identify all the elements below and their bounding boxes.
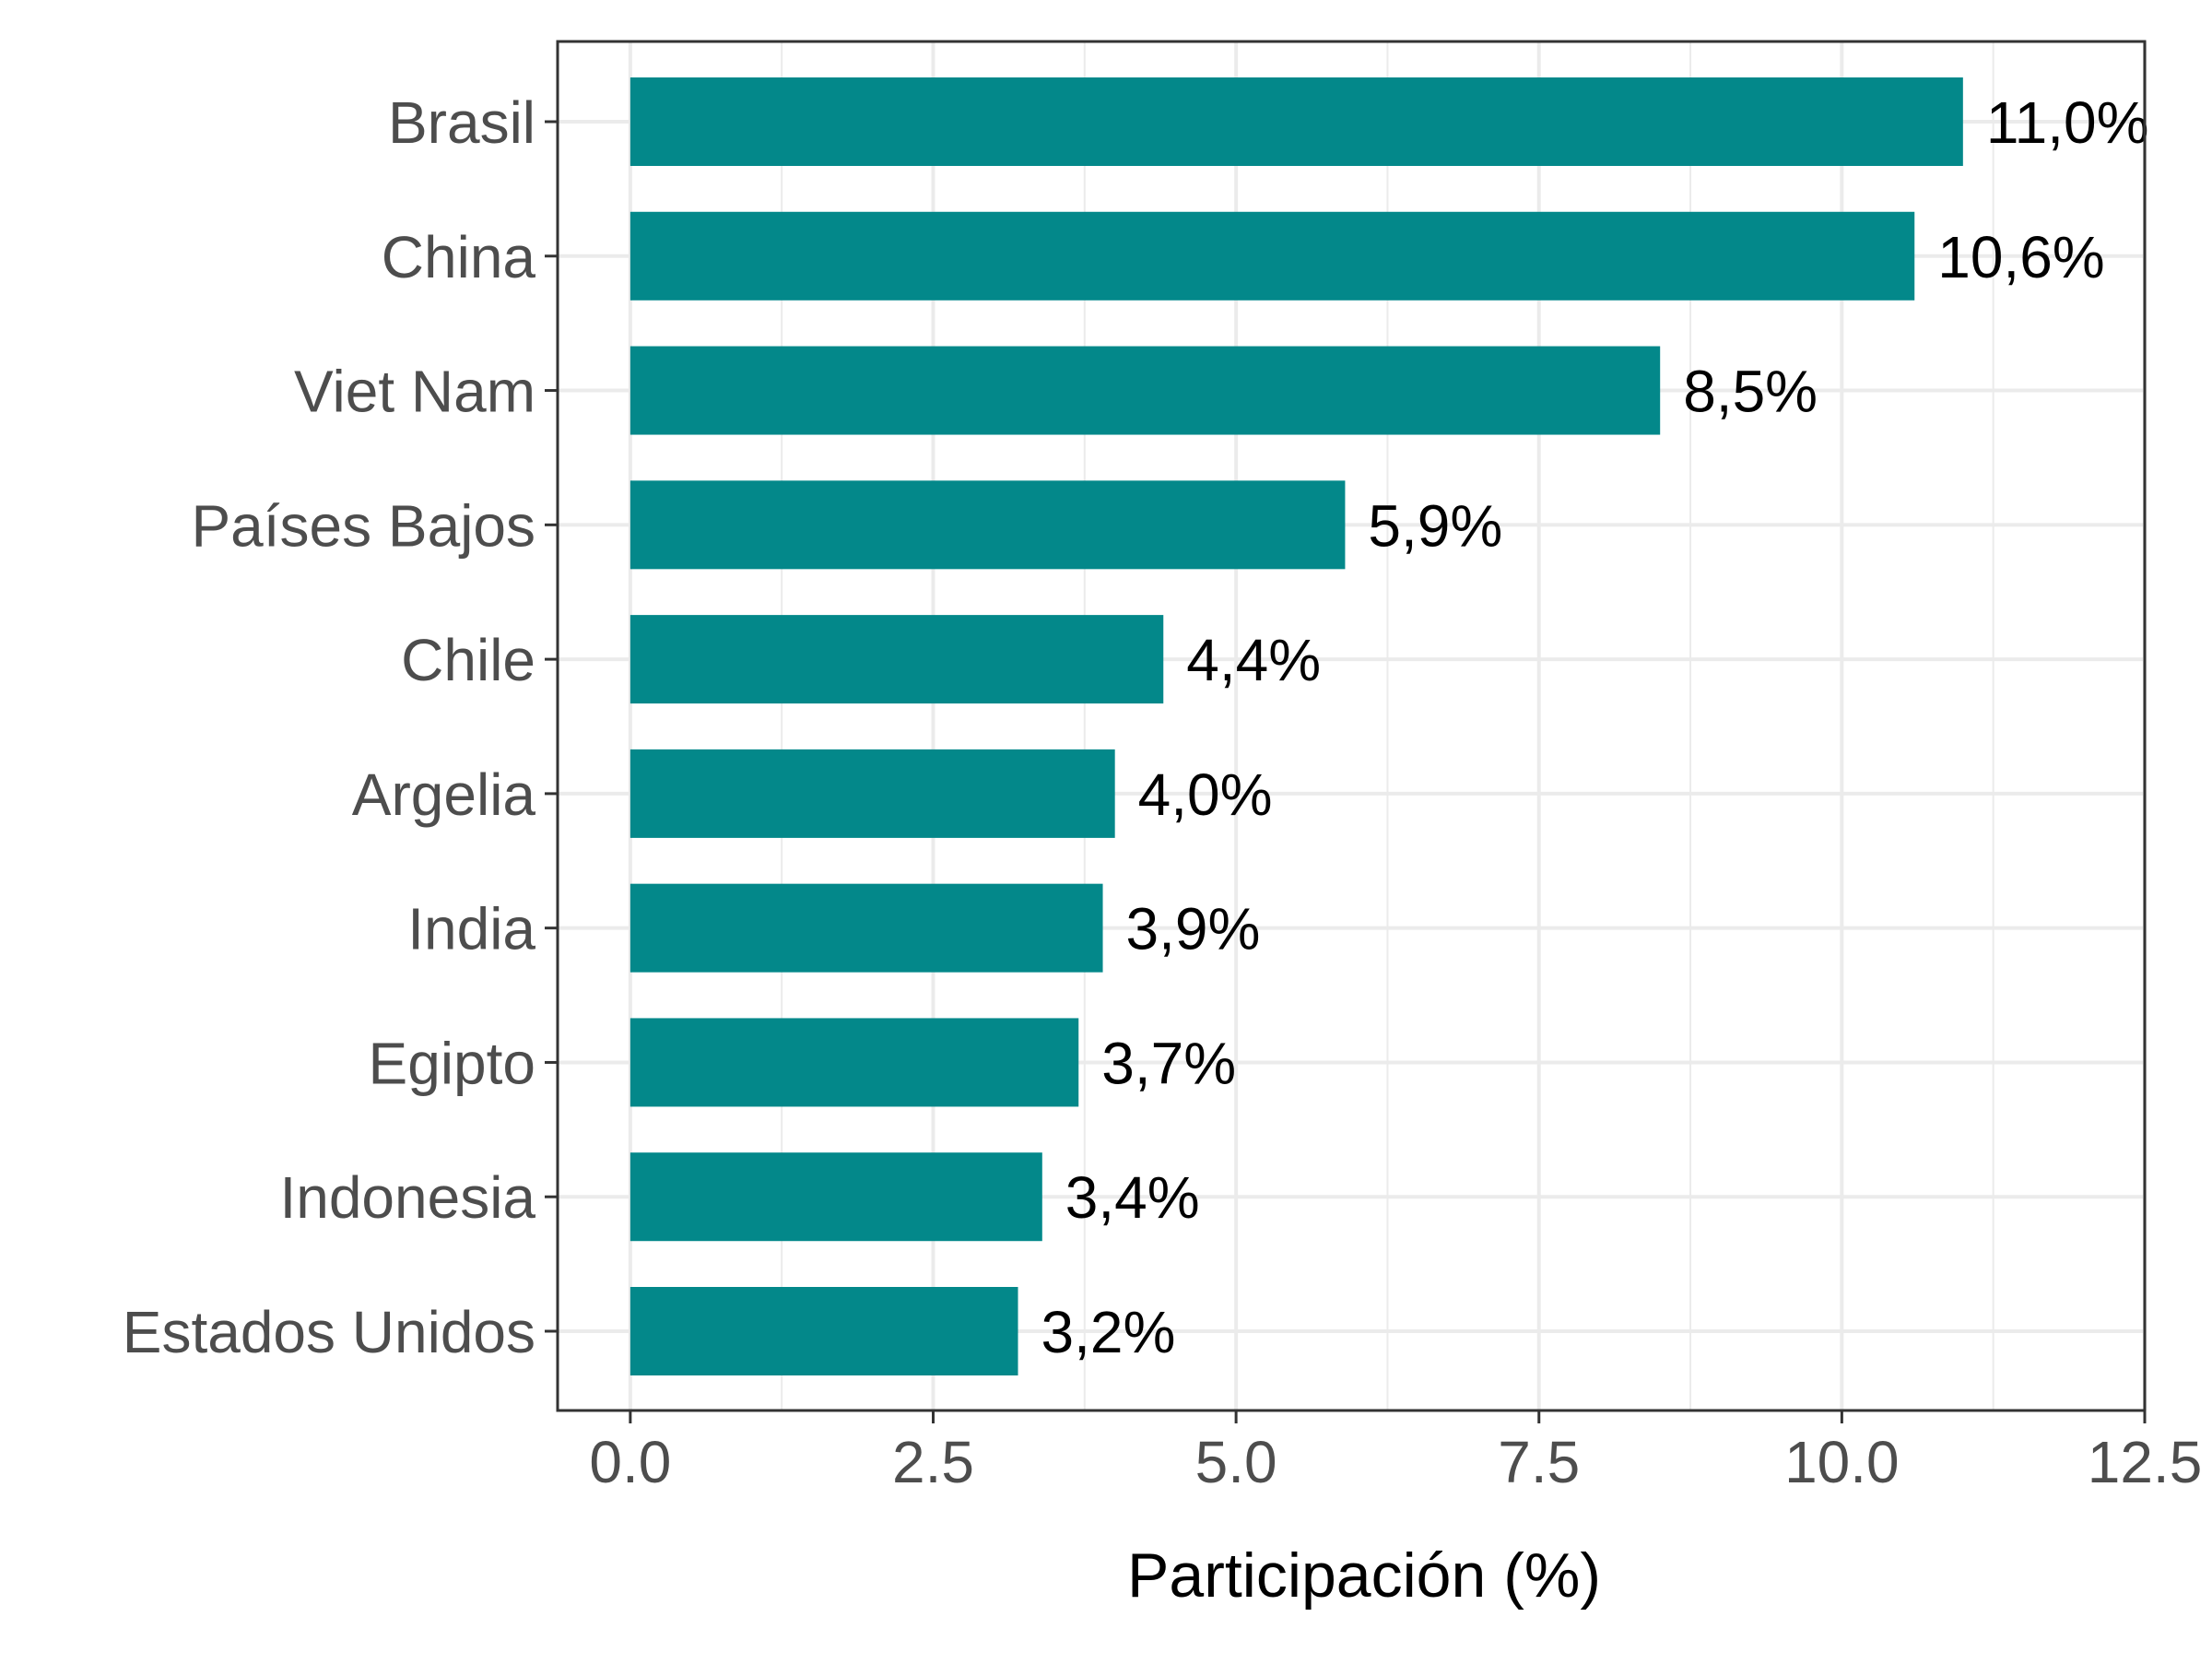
value-label: 4,4% [1186, 627, 1321, 693]
y-tick-label: Chile [401, 627, 535, 693]
value-label: 3,9% [1126, 896, 1261, 962]
y-tick-label: Viet Nam [294, 359, 535, 425]
value-label: 11,0% [1986, 89, 2149, 156]
bar-brasil [629, 77, 1963, 166]
x-tick-label: 10.0 [1784, 1429, 1900, 1495]
y-tick-label: Países Bajos [191, 492, 535, 559]
y-tick-label: China [382, 224, 536, 290]
y-axis: Brasil China Viet Nam Países Bajos Chile Arge… [123, 89, 558, 1365]
value-label: 3,7% [1101, 1030, 1236, 1096]
x-axis-title: Participación (%) [1127, 1540, 1601, 1611]
x-tick-label: 7.5 [1498, 1429, 1580, 1495]
y-tick-label: Brasil [388, 89, 535, 156]
value-label: 4,0% [1138, 761, 1273, 828]
y-tick-label: Estados Unidos [123, 1299, 535, 1365]
bar-argelia [629, 749, 1115, 838]
bar-india [629, 883, 1103, 973]
value-label: 8,5% [1683, 359, 1818, 425]
y-tick-label: Argelia [352, 761, 536, 828]
bar-egipto [629, 1018, 1079, 1107]
value-labels: 11,0% 10,6% 8,5% 5,9% 4,4% 4,0% 3,9% 3,7% 3,4% 3,… [1041, 89, 2149, 1365]
bar-indonesia [629, 1152, 1042, 1242]
bar-viet-nam [629, 346, 1661, 435]
bar-chile [629, 615, 1164, 704]
y-tick-label: India [407, 896, 535, 962]
x-axis: 0.0 2.5 5.0 7.5 10.0 12.5 [589, 1410, 2202, 1495]
value-label: 10,6% [1937, 224, 2104, 290]
y-tick-label: Indonesia [279, 1164, 535, 1231]
bar-estados-unidos [629, 1287, 1018, 1375]
x-tick-label: 0.0 [589, 1429, 671, 1495]
value-label: 3,2% [1041, 1299, 1176, 1365]
x-tick-label: 12.5 [2088, 1429, 2203, 1495]
y-tick-label: Egipto [369, 1030, 535, 1096]
bars [629, 77, 1963, 1375]
bar-china [629, 211, 1915, 301]
bar-países-bajos [629, 480, 1346, 570]
x-tick-label: 2.5 [892, 1429, 974, 1495]
value-label: 5,9% [1368, 492, 1502, 559]
panel-border [556, 40, 2147, 1412]
x-tick-label: 5.0 [1195, 1429, 1277, 1495]
value-label: 3,4% [1065, 1164, 1200, 1231]
